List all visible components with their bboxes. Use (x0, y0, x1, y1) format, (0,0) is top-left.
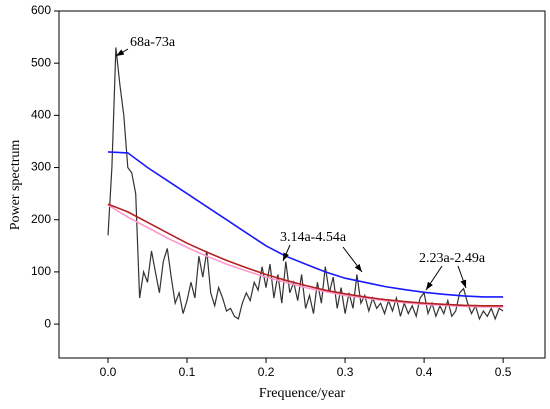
x-tick-label: 0.5 (495, 365, 512, 379)
annotation-arrow (425, 265, 443, 291)
series-line (107, 151, 504, 298)
plot-frame (58, 10, 546, 359)
series-line (107, 204, 504, 308)
annotation-arrow (342, 246, 363, 273)
y-tick-label: 0 (44, 316, 51, 330)
series-line (107, 203, 504, 307)
y-axis-label: Power spectrum (8, 140, 23, 231)
series-line (107, 47, 504, 321)
y-tick-label: 400 (31, 108, 51, 122)
annotation-arrow (115, 48, 129, 57)
y-tick-label: 300 (31, 160, 51, 174)
y-tick-label: 100 (31, 264, 51, 278)
x-tick-label: 0.3 (337, 365, 354, 379)
x-tick-label: 0.0 (100, 365, 117, 379)
x-tick-label: 0.4 (416, 365, 433, 379)
y-tick-label: 500 (31, 55, 51, 69)
annotation: 68a-73a (130, 35, 176, 50)
annotation-arrow (457, 265, 467, 289)
annotation: 3.14a-4.54a (280, 230, 347, 245)
x-tick-label: 0.1 (179, 365, 196, 379)
y-tick-label: 200 (31, 212, 51, 226)
x-tick-label: 0.2 (258, 365, 275, 379)
y-tick-label: 600 (31, 3, 51, 17)
annotation-arrow (282, 244, 291, 262)
x-axis-label: Frequence/year (259, 386, 346, 401)
annotation: 2.23a-2.49a (419, 251, 486, 266)
